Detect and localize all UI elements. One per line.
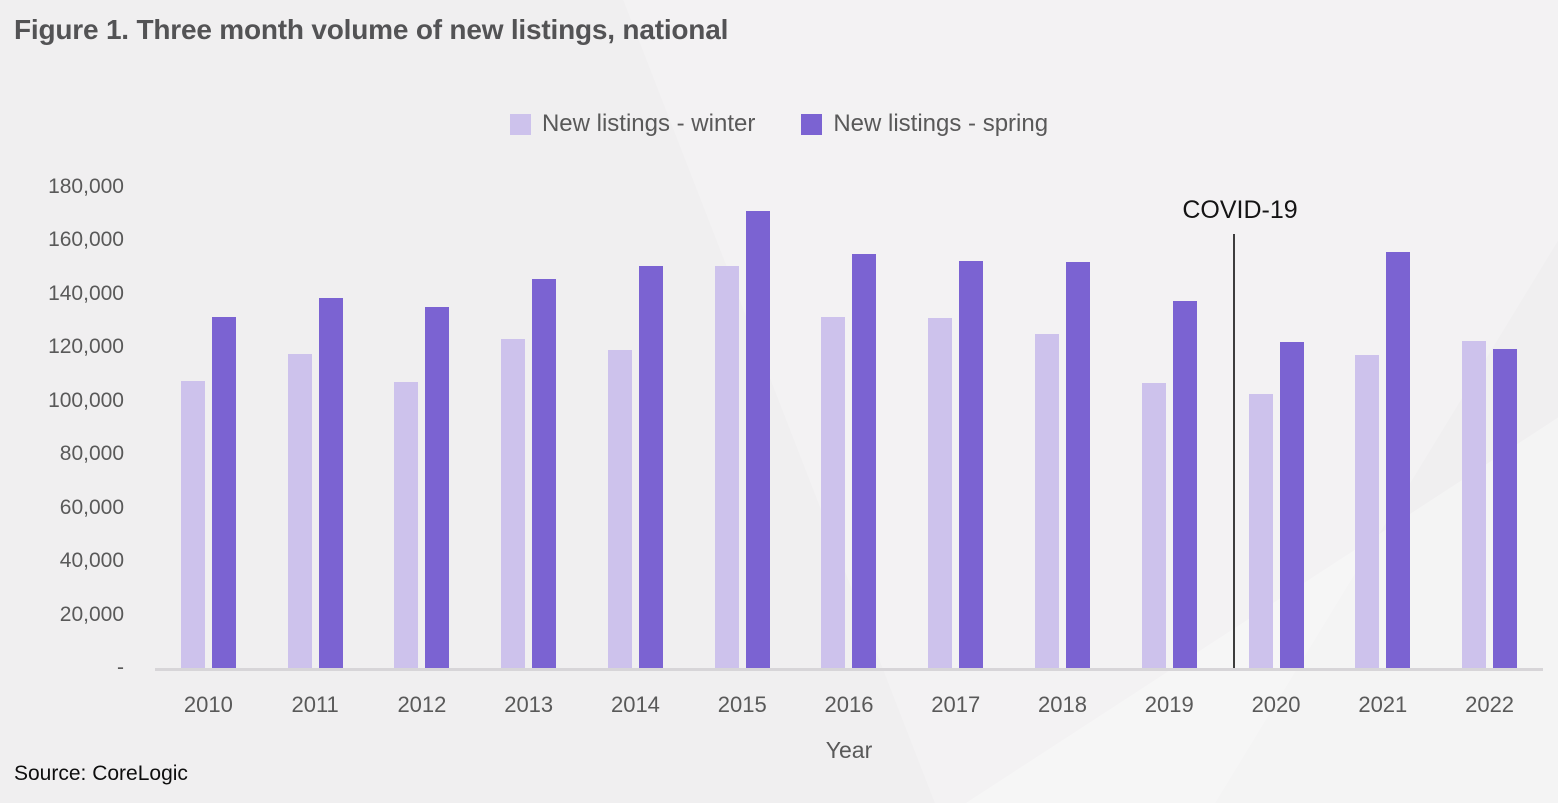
y-tick-label: 120,000 bbox=[48, 335, 124, 359]
bar-winter-2016 bbox=[821, 316, 846, 668]
bar-group-2013 bbox=[475, 187, 582, 668]
covid-divider-line bbox=[1233, 234, 1235, 668]
x-tick-label-2015: 2015 bbox=[717, 692, 767, 717]
bar-spring-2020 bbox=[1279, 342, 1304, 668]
bar-group-2022 bbox=[1436, 187, 1543, 668]
x-tick-label-2012: 2012 bbox=[397, 692, 447, 717]
y-tick-label: - bbox=[117, 656, 124, 679]
x-tick-label-2010: 2010 bbox=[183, 692, 233, 717]
bar-spring-2016 bbox=[852, 253, 877, 668]
bar-group-2015 bbox=[689, 187, 796, 668]
y-tick-label: 20,000 bbox=[59, 602, 124, 626]
bar-group-2019 bbox=[1116, 187, 1223, 668]
legend-swatch-spring bbox=[801, 113, 823, 135]
y-tick-label: 180,000 bbox=[48, 175, 124, 198]
bar-winter-2018 bbox=[1035, 333, 1059, 668]
y-tick-label: 140,000 bbox=[48, 281, 124, 305]
bar-spring-2012 bbox=[425, 307, 450, 668]
bar-spring-2018 bbox=[1066, 261, 1090, 668]
x-tick-label-2021: 2021 bbox=[1358, 692, 1408, 717]
y-tick-label: 100,000 bbox=[48, 388, 124, 412]
bar-spring-2015 bbox=[745, 211, 770, 668]
covid-annotation: COVID-19 bbox=[1182, 196, 1298, 224]
bar-winter-2012 bbox=[394, 382, 419, 668]
source-note: Source: CoreLogic bbox=[14, 762, 188, 785]
bar-winter-2019 bbox=[1141, 383, 1166, 668]
x-tick-label-2018: 2018 bbox=[1038, 692, 1087, 717]
bar-spring-2014 bbox=[638, 265, 663, 668]
y-axis: - 20,000 40,000 60,000 80,000 100,000 120,000 1… bbox=[0, 0, 124, 803]
bar-winter-2022 bbox=[1462, 340, 1487, 668]
bar-group-2014 bbox=[582, 187, 689, 668]
bar-winter-2020 bbox=[1248, 394, 1273, 668]
x-axis-title: Year bbox=[825, 737, 873, 763]
y-tick-label: 80,000 bbox=[59, 442, 124, 466]
x-tick-label-2019: 2019 bbox=[1144, 692, 1194, 717]
bar-winter-2021 bbox=[1355, 355, 1380, 668]
y-tick-label: 40,000 bbox=[59, 549, 124, 573]
bar-group-2018 bbox=[1009, 187, 1116, 668]
bar-winter-2013 bbox=[501, 339, 526, 668]
bar-spring-2013 bbox=[532, 279, 557, 668]
legend-item-spring: New listings - spring bbox=[801, 110, 1048, 138]
legend-swatch-winter bbox=[509, 113, 531, 135]
x-axis-labels: 2010 2011 2012 2013 2014 2015 2016 2017 2018 2019… bbox=[155, 692, 1543, 718]
bar-winter-2017 bbox=[928, 317, 953, 668]
legend-label-spring: New listings - spring bbox=[833, 110, 1049, 137]
y-tick-label: 60,000 bbox=[59, 495, 124, 519]
bar-spring-2010 bbox=[211, 316, 236, 668]
x-tick-label-2017: 2017 bbox=[931, 692, 981, 717]
bar-group-2017 bbox=[902, 187, 1009, 668]
bar-group-2020 bbox=[1223, 187, 1330, 668]
figure-title: Figure 1. Three month volume of new list… bbox=[14, 14, 729, 45]
x-tick-label-2011: 2011 bbox=[291, 692, 339, 717]
bar-spring-2022 bbox=[1493, 348, 1518, 668]
bar-spring-2019 bbox=[1172, 300, 1197, 668]
bar-group-2012 bbox=[369, 187, 476, 668]
bar-group-2010 bbox=[155, 187, 262, 668]
legend-item-winter: New listings - winter bbox=[509, 110, 756, 138]
bar-groups bbox=[155, 187, 1543, 668]
y-tick-label: 160,000 bbox=[48, 228, 124, 252]
bar-winter-2014 bbox=[607, 350, 632, 668]
bar-group-2021 bbox=[1329, 187, 1436, 668]
bar-spring-2011 bbox=[318, 297, 343, 668]
x-tick-label-2016: 2016 bbox=[824, 692, 874, 717]
chart-legend: New listings - winter New listings - spr… bbox=[0, 110, 1558, 138]
x-tick-label-2020: 2020 bbox=[1251, 692, 1301, 717]
x-tick-label-2014: 2014 bbox=[610, 692, 660, 717]
bar-winter-2015 bbox=[714, 265, 739, 668]
plot-area bbox=[155, 187, 1543, 671]
legend-label-winter: New listings - winter bbox=[541, 110, 756, 137]
bar-winter-2011 bbox=[287, 354, 312, 668]
x-tick-label-2022: 2022 bbox=[1465, 692, 1515, 717]
bar-group-2016 bbox=[796, 187, 903, 668]
bar-winter-2010 bbox=[180, 380, 205, 668]
bar-spring-2021 bbox=[1386, 252, 1411, 668]
bar-spring-2017 bbox=[959, 260, 984, 668]
x-tick-label-2013: 2013 bbox=[504, 692, 554, 717]
bar-group-2011 bbox=[262, 187, 369, 668]
